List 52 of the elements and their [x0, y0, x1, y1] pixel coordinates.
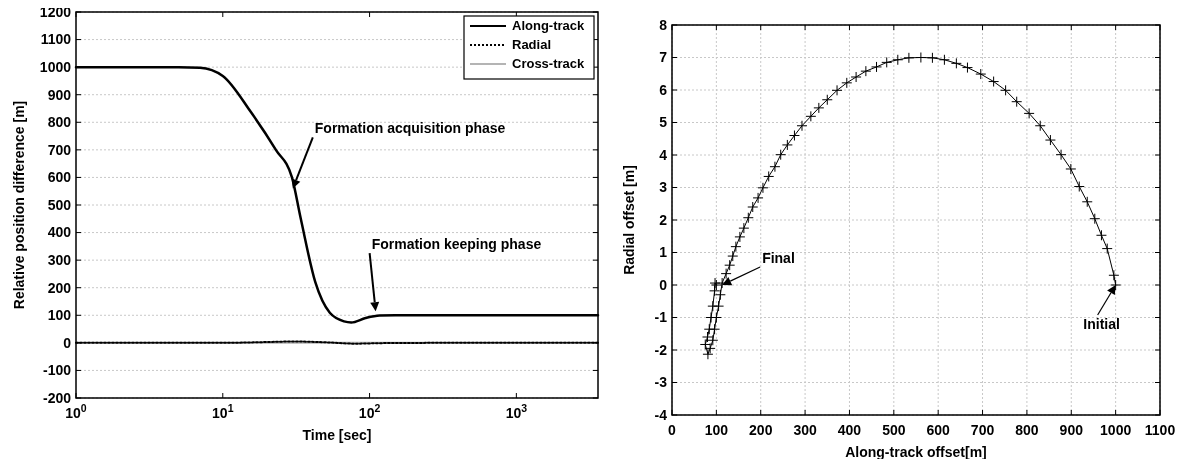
y-tick-label: 100: [47, 307, 72, 324]
y-tick-label: 1000: [39, 59, 72, 76]
y-tick-label: -1: [654, 309, 668, 326]
y-tick-label: 1100: [40, 31, 72, 48]
x-axis-title: Along-track offset[m]: [845, 444, 987, 460]
x-tick-label: 900: [1059, 422, 1084, 438]
y-tick-label: -3: [654, 374, 668, 391]
x-tick-label: 300: [793, 422, 817, 438]
x-axis-title: Time [sec]: [302, 427, 372, 443]
x-tick-label: 1000: [1100, 422, 1132, 438]
x-tick-label: 500: [882, 422, 906, 438]
y-tick-label: -4: [654, 406, 668, 423]
y-tick-label: 900: [47, 86, 72, 103]
annotation: Formation keeping phase: [371, 236, 542, 253]
y-tick-label: 8: [659, 16, 668, 33]
y-tick-label: 6: [659, 81, 668, 98]
y-tick-label: 3: [659, 179, 668, 196]
annotation: Initial: [1083, 316, 1120, 332]
y-tick-label: 0: [659, 276, 668, 293]
y-tick-label: 200: [47, 279, 72, 296]
x-tick-label: 1100: [1144, 422, 1176, 438]
y-tick-label: 800: [47, 114, 72, 131]
y-tick-label: 700: [47, 141, 72, 158]
y-axis-title: Relative position difference [m]: [11, 100, 27, 310]
x-tick-label: 700: [970, 422, 995, 438]
y-tick-label: 5: [659, 114, 668, 131]
x-tick-label: 200: [749, 422, 773, 438]
y-tick-label: 7: [659, 49, 668, 66]
x-tick-label: 100: [704, 422, 729, 438]
y-axis-title: Radial offset [m]: [621, 165, 637, 275]
x-tick-label: 10$^{3}$: [505, 402, 528, 421]
legend-label: Cross-track: [512, 56, 586, 71]
y-tick-label: -2: [654, 341, 668, 358]
y-tick-label: 4: [659, 146, 668, 163]
y-tick-label: 500: [47, 196, 72, 213]
legend-label: Radial: [512, 37, 552, 52]
x-tick-label: 400: [837, 422, 862, 438]
y-tick-label: 400: [47, 224, 72, 241]
y-tick-label: 0: [63, 334, 72, 351]
legend-label: Along-track: [512, 18, 585, 33]
annotation: Final: [762, 250, 795, 266]
y-tick-label: -100: [42, 362, 72, 379]
x-tick-label: 600: [926, 422, 951, 438]
y-tick-label: 300: [47, 252, 72, 269]
y-tick-label: 2: [659, 211, 668, 228]
x-tick-label: 10$^{1}$: [212, 402, 234, 421]
x-tick-label: 800: [1015, 422, 1039, 438]
y-tick-label: 1: [659, 244, 668, 261]
y-tick-label: 600: [47, 169, 72, 186]
y-tick-label: 1200: [39, 3, 72, 20]
annotation: Formation acquisition phase: [314, 120, 506, 137]
x-tick-label: 10$^{2}$: [358, 402, 381, 421]
